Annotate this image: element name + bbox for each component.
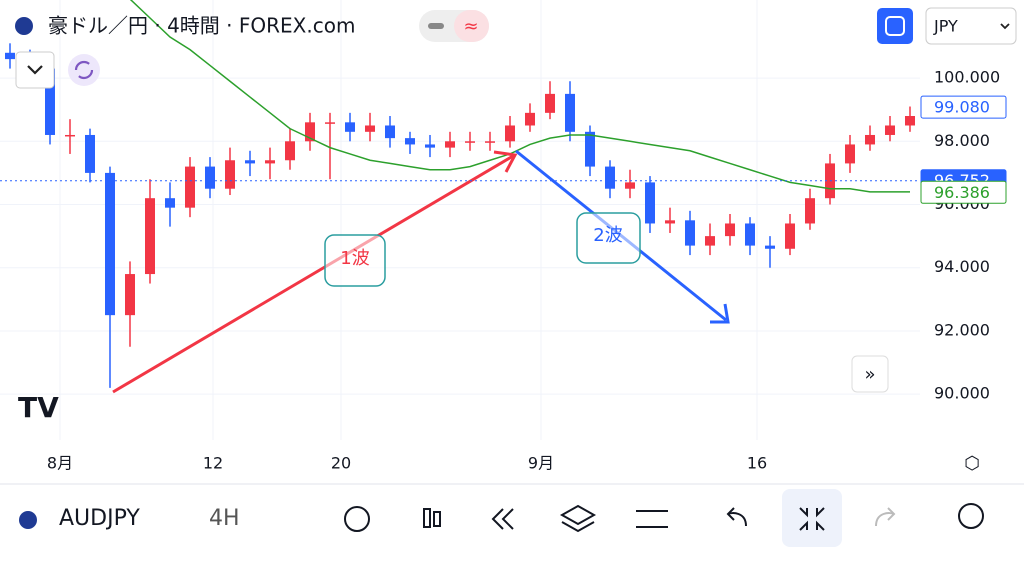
candle-body [565,93,575,132]
candle-body [185,166,195,208]
candle-body [45,68,55,135]
candle-body [205,166,215,189]
last-price-box [920,95,1007,119]
candle-body [705,236,715,246]
wave2-box [576,212,641,264]
candle-body [385,125,395,139]
candle-body [325,122,335,124]
candle-body [485,141,495,143]
candle-body [805,198,815,224]
candle-body [145,198,155,275]
y-tick-label: 92.000 [934,320,990,339]
candle-body [585,131,595,167]
candle-body [85,134,95,173]
candle-body [645,182,655,224]
ma-price-box [920,180,1007,204]
candle-body [225,160,235,189]
x-tick-label: 12 [203,454,223,473]
x-tick-label: 16 [747,454,767,473]
indicator-toggle-on[interactable] [454,10,489,42]
wave-icon: ≈ [463,16,478,37]
candle-body [625,182,635,189]
candle-body [525,112,535,126]
candle-body [305,122,315,142]
candle-body [885,125,895,135]
plot [0,0,920,440]
minus-icon [428,23,444,29]
symbol-flag [19,511,37,529]
y-tick-label: 98.000 [934,131,990,150]
refresh-button[interactable] [68,54,100,86]
candle-body [125,274,135,316]
layers-icon[interactable] [559,504,597,526]
candle-body [905,116,915,126]
scroll-icon: » [864,364,875,385]
logo: TV [18,391,59,424]
candle-body [245,160,255,164]
candle-body [785,223,795,249]
candle-body [865,134,875,145]
fullscreen-button[interactable] [877,8,913,44]
y-tick-label: 90.000 [934,384,990,403]
refresh-icon [74,60,94,80]
flag-icon [15,17,33,35]
add-icon[interactable] [958,503,984,529]
candle-body [445,141,455,148]
x-tick-label: 8月 [47,454,73,473]
y-tick-label: 94.000 [934,257,990,276]
wave1-box [324,234,386,287]
candle-body [665,220,675,224]
wave1-arrowhead [493,150,518,173]
candle-body [685,220,695,246]
candle-body [765,245,775,249]
candle-body [285,141,295,161]
candle-body [105,172,115,316]
candle-body [545,93,555,113]
toolbar-icons [344,503,984,533]
chart-title[interactable]: 豪ドル／円 · 4時間 · FOREX.com [48,14,355,38]
fullscreen-icon [885,16,905,36]
candle-body [605,166,615,189]
redo-icon[interactable] [875,512,895,527]
candle-body [65,134,75,137]
candle-body [165,198,175,208]
wave1-label: 1波 [340,248,369,269]
settings-icon[interactable]: ⬡ [964,453,980,474]
wave-annotations: 1波 2波 [112,149,730,394]
candle-body [745,223,755,246]
candle-body [845,144,855,164]
collapse-view-icon [799,507,825,531]
alert-icon[interactable] [344,506,370,532]
currency-label: JPY [933,17,958,36]
collapse-button[interactable] [15,51,55,89]
scroll-right-button[interactable] [851,355,889,393]
y-tick-label: 100.000 [934,68,1000,87]
x-tick-label: 20 [331,454,351,473]
candle-body [505,125,515,142]
candle-body [345,122,355,132]
wave2-label: 2波 [593,225,622,246]
currency-select[interactable] [925,7,1017,45]
candle-body [465,141,475,143]
candles-icon[interactable] [423,508,431,528]
candle-body [365,125,375,132]
wave2-arrowhead [710,303,730,324]
replay-icon[interactable] [491,508,504,530]
last-price-label: 99.080 [934,98,990,117]
x-tick-label: 9月 [528,454,554,473]
candle-body [265,160,275,164]
wave1-arrow [112,154,514,394]
interval[interactable]: 4H [209,506,240,531]
candle-body [725,223,735,237]
chevron-icon [27,65,43,75]
candle-body [405,138,415,145]
symbol[interactable]: AUDJPY [59,506,140,531]
collapse-view-button[interactable] [782,489,842,547]
ma-price-label: 96.386 [934,183,990,202]
candle-body [5,52,15,60]
dropdown-icon [1000,23,1010,30]
candle-body [425,144,435,148]
undo-icon[interactable] [727,512,747,527]
